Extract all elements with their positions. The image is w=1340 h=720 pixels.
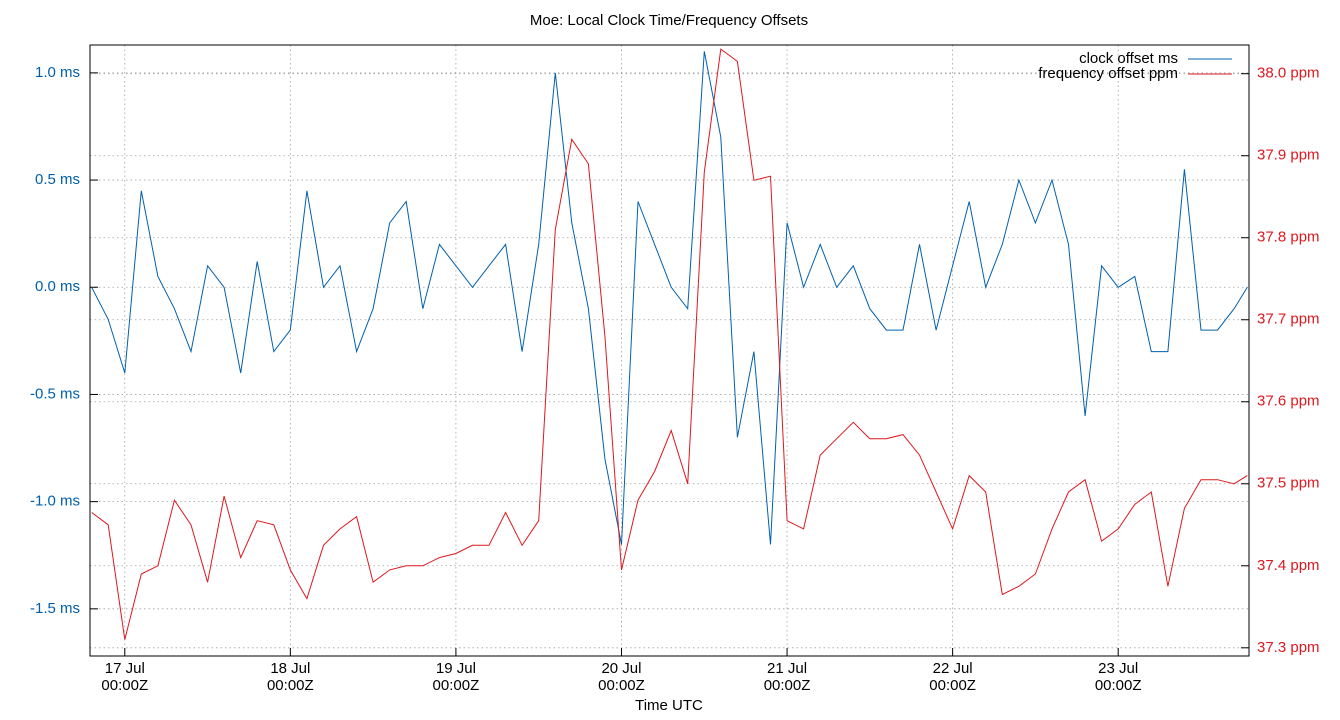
y2-tick-label: 38.0 ppm — [1257, 65, 1320, 82]
legend-label: frequency offset ppm — [1038, 65, 1178, 82]
y-tick-label: 1.0 ms — [35, 64, 80, 81]
y2-tick-label: 37.5 ppm — [1257, 475, 1320, 492]
series-line — [91, 51, 1248, 545]
x-axis-label: Time UTC — [635, 697, 703, 714]
x-tick-label: 21 Jul 00:00Z — [763, 660, 811, 694]
y2-tick-label: 37.3 ppm — [1257, 639, 1320, 656]
plot-border — [89, 44, 1250, 657]
x-tick-label: 19 Jul 00:00Z — [432, 660, 480, 694]
y2-tick-label: 37.8 ppm — [1257, 229, 1320, 246]
y2-tick-label: 37.6 ppm — [1257, 393, 1320, 410]
y2-tick-label: 37.7 ppm — [1257, 311, 1320, 328]
x-tick-label: 22 Jul 00:00Z — [929, 660, 976, 694]
series-line — [91, 48, 1248, 640]
y-tick-label: 0.5 ms — [35, 171, 80, 188]
x-tick-label: 17 Jul 00:00Z — [101, 660, 149, 694]
x-tick-label: 20 Jul 00:00Z — [598, 660, 645, 694]
x-tick-label: 18 Jul 00:00Z — [266, 660, 314, 694]
y2-tick-label: 37.4 ppm — [1257, 557, 1320, 574]
y-tick-label: 0.0 ms — [35, 278, 80, 295]
y2-tick-label: 37.9 ppm — [1257, 147, 1320, 164]
chart-title: Moe: Local Clock Time/Frequency Offsets — [530, 12, 808, 29]
legend-label: clock offset ms — [1079, 50, 1178, 67]
x-tick-label: 23 Jul 00:00Z — [1094, 660, 1142, 694]
y-tick-label: -1.0 ms — [30, 493, 80, 510]
y-tick-label: -1.5 ms — [30, 600, 80, 617]
y-tick-label: -0.5 ms — [30, 385, 80, 402]
